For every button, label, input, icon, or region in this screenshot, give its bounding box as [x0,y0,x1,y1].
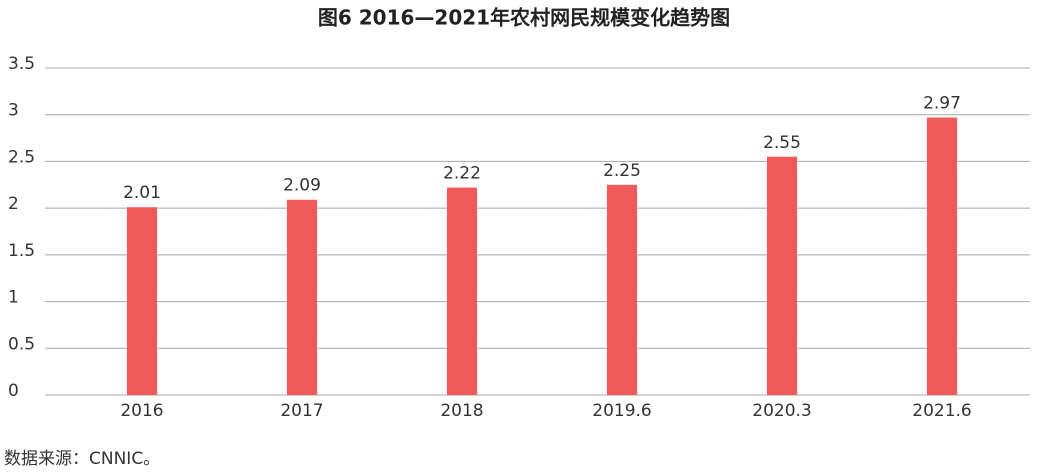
data-label: 2.22 [443,164,481,184]
x-tick-label: 2016 [120,401,163,421]
x-tick-label: 2020.3 [752,401,811,421]
bar [927,117,957,395]
bar [127,207,157,395]
data-label: 2.01 [123,183,161,203]
data-label: 2.97 [923,94,961,114]
y-tick-label: 2.5 [8,147,35,167]
data-label: 2.09 [283,176,321,196]
x-tick-label: 2021.6 [912,401,971,421]
y-tick-label: 1.5 [8,241,35,261]
y-tick-label: 2 [8,194,19,214]
y-tick-label: 0 [8,381,19,401]
y-tick-label: 3.5 [8,54,35,74]
source-note: 数据来源：CNNIC。 [4,449,160,469]
y-tick-label: 3 [8,101,19,121]
x-tick-label: 2018 [440,401,483,421]
bar [767,156,797,395]
bar [287,199,317,395]
x-tick-label: 2017 [280,401,323,421]
bar [447,187,477,395]
data-label: 2.55 [763,133,801,153]
chart-title: 图6 2016—2021年农村网民规模变化趋势图 [318,6,730,30]
bar [607,184,637,395]
y-tick-label: 1 [8,288,19,308]
x-tick-label: 2019.6 [592,401,651,421]
y-tick-label: 0.5 [8,334,35,354]
data-label: 2.25 [603,161,641,181]
